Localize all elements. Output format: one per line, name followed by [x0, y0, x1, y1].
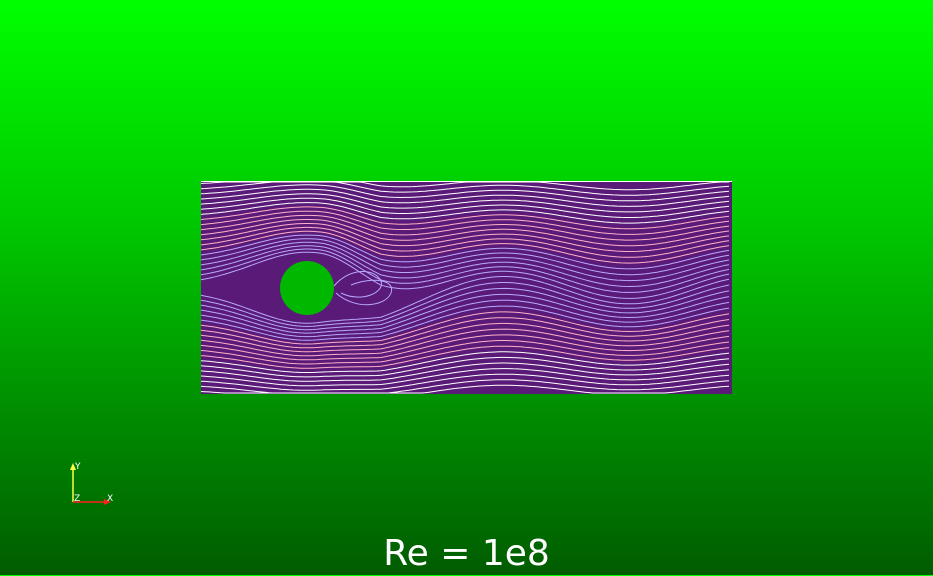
x-axis-label: X	[107, 494, 114, 504]
orientation-axes: Y Z X	[62, 460, 122, 510]
streamline	[201, 226, 730, 258]
flow-domain	[201, 181, 732, 394]
streamline	[201, 379, 730, 394]
streamline	[201, 362, 730, 382]
streamline	[201, 184, 730, 202]
streamlines-group	[201, 181, 730, 394]
streamline	[201, 373, 730, 391]
streamline	[201, 248, 730, 293]
streamline	[201, 351, 730, 373]
recirculation-streamline	[333, 271, 382, 298]
streamline	[201, 305, 730, 341]
streamline	[201, 241, 730, 282]
streamline	[201, 368, 730, 387]
streamline	[201, 202, 730, 224]
streamline	[201, 193, 730, 213]
streamline	[201, 328, 730, 357]
streamline	[201, 311, 730, 345]
streamline	[201, 223, 730, 252]
streamline	[201, 210, 730, 235]
streamline	[201, 293, 730, 334]
streamline	[201, 276, 730, 324]
streamline-plot	[201, 181, 732, 394]
streamline	[201, 219, 730, 247]
streamline	[201, 340, 730, 365]
streamline	[201, 188, 730, 207]
streamline	[201, 282, 730, 327]
streamline	[201, 287, 730, 331]
streamline	[201, 197, 730, 218]
streamline	[201, 230, 730, 264]
streamline	[201, 317, 730, 349]
streamline	[201, 299, 730, 338]
streamline	[201, 384, 730, 394]
z-axis-label: Z	[74, 494, 81, 504]
reynolds-number-caption: Re = 1e8	[383, 533, 550, 574]
streamline	[201, 251, 730, 299]
streamline	[201, 238, 730, 276]
recirculation-streamline	[335, 279, 393, 306]
streamline	[201, 322, 730, 353]
streamline	[201, 345, 730, 369]
streamline	[201, 356, 730, 378]
streamline	[201, 206, 730, 230]
x-axis-arrowhead	[104, 499, 111, 505]
streamline	[201, 334, 730, 361]
y-axis-arrowhead	[70, 463, 76, 470]
streamline	[201, 234, 730, 270]
streamline	[201, 245, 730, 288]
streamline	[201, 214, 730, 241]
cylinder-obstacle	[280, 261, 334, 315]
y-axis-label: Y	[75, 462, 81, 472]
